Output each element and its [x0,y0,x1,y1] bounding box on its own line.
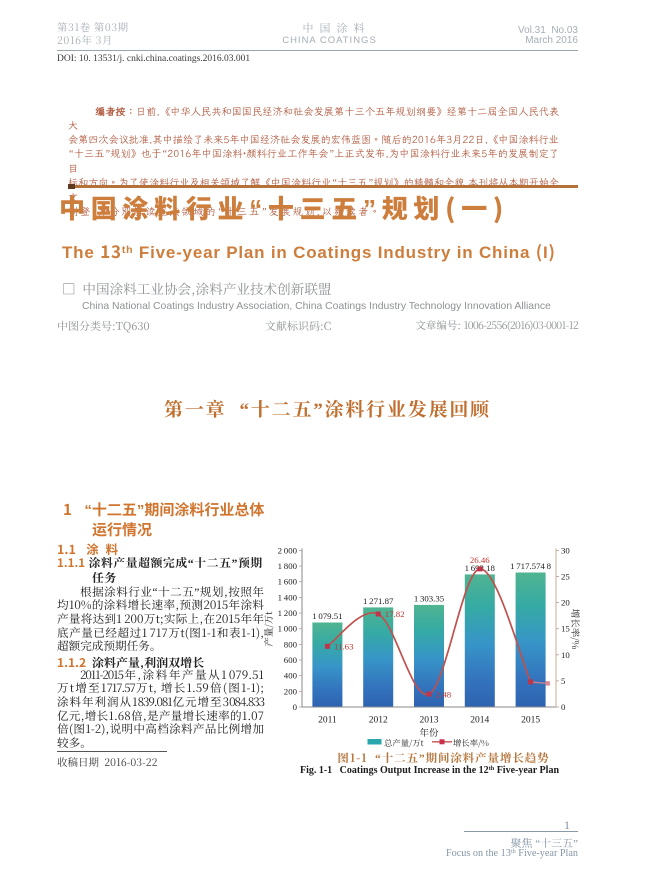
svg-text:2014: 2014 [470,716,489,726]
svg-text:1 200: 1 200 [278,608,298,618]
svg-text:1 600: 1 600 [278,577,298,587]
svg-text:1 271.87: 1 271.87 [363,596,394,606]
svg-text:15: 15 [561,624,570,634]
svg-text:2015: 2015 [521,716,540,726]
svg-text:1 717.574 8: 1 717.574 8 [510,561,552,571]
svg-text:1 400: 1 400 [278,592,298,602]
svg-text:30: 30 [561,545,570,555]
svg-text:年份: 年份 [419,725,439,739]
svg-text:2013: 2013 [420,716,439,726]
svg-text:10: 10 [561,650,570,660]
svg-text:800: 800 [284,639,298,649]
svg-text:总产量/万t: 总产量/万t [384,737,424,749]
svg-text:25: 25 [561,572,570,582]
svg-text:1 303.35: 1 303.35 [414,593,445,603]
svg-text:26.46: 26.46 [470,555,490,565]
svg-text:2 000: 2 000 [278,545,298,555]
svg-text:2012: 2012 [369,716,388,726]
svg-text:1 000: 1 000 [278,624,298,634]
svg-text:2.48: 2.48 [436,690,452,700]
svg-text:11.63: 11.63 [334,642,354,652]
svg-text:5: 5 [561,676,566,686]
svg-text:增长率/%: 增长率/% [569,609,583,650]
svg-text:600: 600 [284,655,298,665]
svg-text:0: 0 [293,702,298,712]
svg-text:0: 0 [561,702,566,712]
svg-text:400: 400 [284,671,298,681]
svg-text:1 800: 1 800 [278,561,298,571]
svg-text:2011: 2011 [318,716,337,726]
svg-text:1 079.51: 1 079.51 [312,611,342,621]
svg-text:17.82: 17.82 [385,609,405,619]
svg-text:200: 200 [284,686,298,696]
svg-text:增长率/%: 增长率/% [453,737,489,749]
svg-text:20: 20 [561,598,570,608]
svg-text:产量/万t: 产量/万t [261,611,275,647]
